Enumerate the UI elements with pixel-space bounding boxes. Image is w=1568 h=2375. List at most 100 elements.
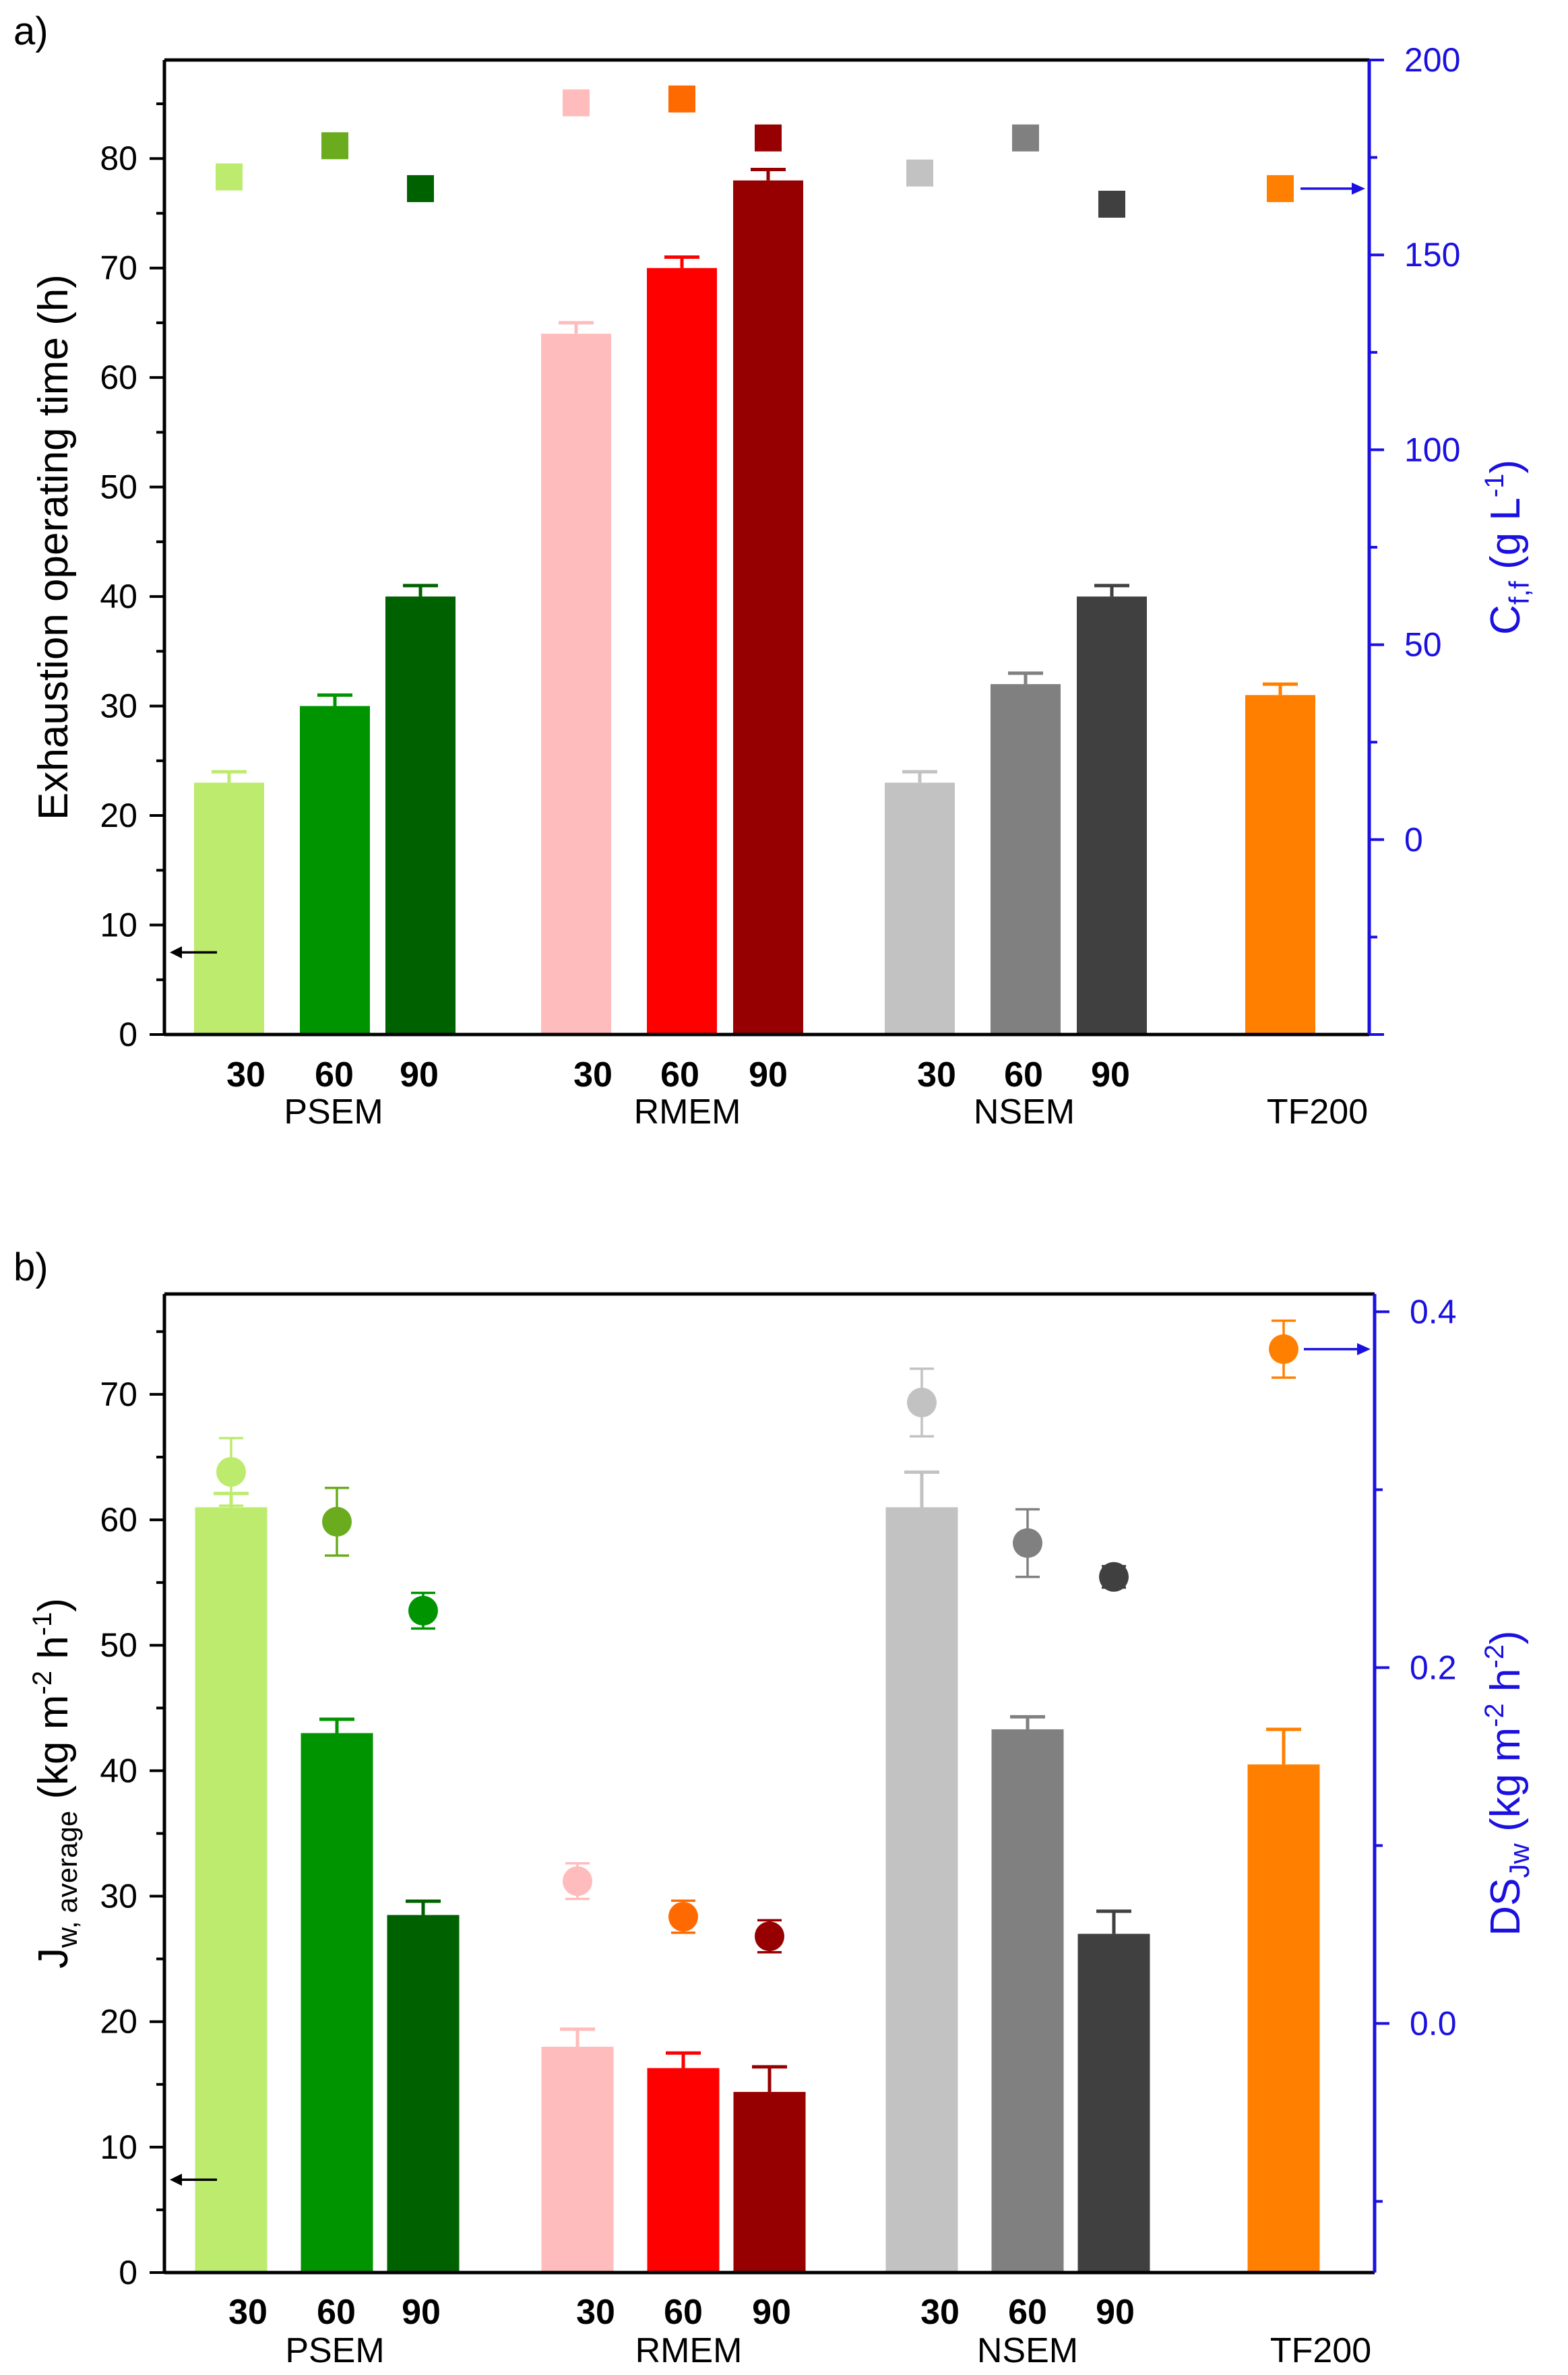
y-tick-label: 70 (100, 1376, 137, 1413)
x-category-label: 90 (749, 1055, 788, 1094)
bar (733, 180, 803, 1035)
data-marker-circle (1269, 1334, 1298, 1364)
data-marker-square (755, 124, 782, 152)
data-marker-circle (668, 1902, 698, 1932)
y-tick-label: 0 (119, 1016, 137, 1053)
x-category-label: 60 (660, 1055, 699, 1094)
panel-b: b) 0 10 20 30 40 50 60 70 0.0 0.2 0.4 30 60 90 30 60 90 30… (13, 1245, 1535, 2370)
y-tick-label: 10 (100, 906, 137, 944)
data-marker-square (1098, 191, 1125, 218)
y-tick-label: 20 (100, 2003, 137, 2041)
y-tick-label: 30 (100, 1878, 137, 1915)
x-group-label: NSEM (977, 2331, 1078, 2370)
x-category-label: 30 (226, 1055, 265, 1094)
y-tick-label: 60 (100, 1501, 137, 1539)
data-marker-circle (1099, 1562, 1129, 1592)
x-category-label: 60 (315, 1055, 354, 1094)
panel-label: a) (13, 9, 49, 53)
bar (1247, 1764, 1320, 2273)
x-group-label: TF200 (1270, 2331, 1371, 2370)
bar (885, 782, 955, 1035)
data-marker-circle (907, 1388, 937, 1418)
x-category-label: 60 (1004, 1055, 1043, 1094)
data-marker-square (216, 163, 243, 191)
y-tick-label: 40 (100, 1752, 137, 1789)
data-marker-square (668, 85, 695, 113)
x-category-label: 60 (317, 2293, 356, 2332)
bar (1245, 695, 1315, 1035)
y2-tick-label: 200 (1404, 41, 1460, 79)
x-category-label: 90 (1096, 2293, 1135, 2332)
data-marker-circle (563, 1866, 592, 1896)
data-marker-circle (216, 1457, 246, 1487)
data-marker-circle (1013, 1528, 1042, 1558)
x-category-label: 30 (917, 1055, 956, 1094)
x-category-label: 30 (573, 1055, 613, 1094)
data-marker-square (1267, 175, 1294, 202)
x-category-label: 30 (228, 2293, 268, 2332)
data-marker-circle (408, 1595, 438, 1626)
x-category-label: 30 (576, 2293, 615, 2332)
y-axis-title: Exhaustion operating time (h) (30, 274, 77, 820)
y-tick-label: 10 (100, 2128, 137, 2166)
y2-tick-label: 0.2 (1410, 1648, 1457, 1686)
bar (991, 1729, 1064, 2273)
y2-axis-title: DSJw (kg m-2 h-2) (1480, 1630, 1535, 1936)
bar (1077, 596, 1147, 1035)
x-group-label: PSEM (285, 2331, 384, 2370)
bar (301, 1733, 373, 2273)
y2-axis-title: Cf,f (g L-1) (1480, 460, 1535, 635)
data-marker-square (407, 175, 434, 202)
x-category-label: 90 (402, 2293, 441, 2332)
y-tick-label: 60 (100, 359, 137, 396)
x-group-label: PSEM (284, 1092, 383, 1132)
x-category-label: 90 (1091, 1055, 1130, 1094)
y-tick-label: 30 (100, 687, 137, 725)
y2-tick-label: 0 (1404, 821, 1423, 859)
y2-tick-label: 0.4 (1410, 1293, 1457, 1330)
x-category-label: 60 (664, 2293, 703, 2332)
bar (385, 596, 456, 1035)
y-tick-label: 50 (100, 1626, 137, 1664)
left-axis-arrowhead (170, 2173, 182, 2186)
bar (647, 268, 717, 1035)
data-marker-circle (755, 1921, 784, 1952)
x-group-label: RMEM (635, 2331, 743, 2370)
data-marker-square (321, 132, 348, 160)
x-group-label: NSEM (974, 1092, 1075, 1132)
y-tick-label: 70 (100, 249, 137, 287)
y-tick-label: 20 (100, 797, 137, 834)
y-tick-label: 50 (100, 468, 137, 506)
data-marker-square (906, 159, 933, 187)
bar (1077, 1934, 1150, 2273)
bar (194, 782, 264, 1035)
y-tick-label: 40 (100, 578, 137, 615)
x-group-label: TF200 (1267, 1092, 1368, 1132)
bar (647, 2068, 720, 2273)
bar (541, 2046, 614, 2273)
x-category-label: 30 (920, 2293, 960, 2332)
bar (885, 1507, 958, 2273)
panel-label: b) (13, 1245, 49, 1289)
y2-tick-label: 0.0 (1410, 2004, 1457, 2042)
y2-tick-label: 150 (1404, 236, 1460, 274)
x-group-label: RMEM (634, 1092, 741, 1132)
x-category-label: 60 (1008, 2293, 1047, 2332)
bar (991, 684, 1061, 1035)
x-category-label: 90 (400, 1055, 439, 1094)
bar (541, 334, 611, 1035)
right-axis-arrowhead (1357, 1343, 1371, 1355)
bar (300, 706, 370, 1035)
y2-tick-label: 50 (1404, 626, 1442, 664)
data-marker-square (1012, 124, 1039, 152)
data-marker-square (563, 89, 590, 117)
right-axis-arrowhead (1352, 182, 1365, 195)
y-axis-title: Jw, average (kg m-2 h-1) (28, 1598, 83, 1969)
y2-tick-label: 100 (1404, 431, 1460, 468)
panel-a: a) 0 10 20 30 40 50 60 70 80 0 50 100 150 200 30 60 90 30 6… (13, 9, 1535, 1132)
x-category-label: 90 (752, 2293, 791, 2332)
y-tick-label: 80 (100, 140, 137, 177)
data-marker-circle (322, 1506, 352, 1537)
bar (387, 1915, 460, 2273)
